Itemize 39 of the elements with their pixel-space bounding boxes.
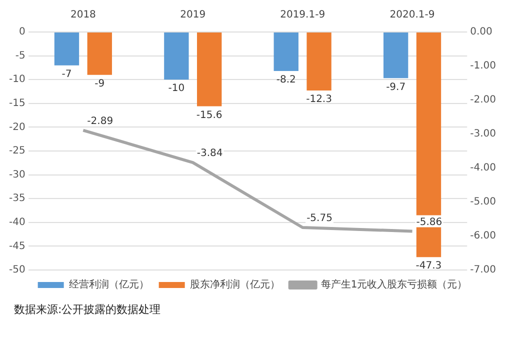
y-tick-label: 0 [18, 26, 26, 38]
y2-tick-label: -2.00 [470, 94, 496, 106]
y-tick-label: -15 [8, 98, 26, 109]
x-tick-label: 2019.1-9 [280, 10, 326, 21]
data-label: -12.3 [306, 94, 332, 106]
y2-tick-label: 0.00 [470, 26, 492, 38]
legend-label: 每产生1元收入股东亏损额（元） [320, 278, 468, 291]
x-tick-label: 2020.1-9 [390, 10, 435, 21]
data-label: -7 [62, 68, 72, 80]
y2-tick-label: -3.00 [470, 128, 496, 140]
data-label: -47.3 [416, 260, 442, 272]
x-tick-label: 2019 [180, 10, 206, 21]
data-label: -9.7 [386, 82, 406, 93]
y-tick-label: -20 [8, 122, 26, 133]
y2-tick-label: -6.00 [470, 230, 496, 242]
y-tick-label: -40 [8, 216, 26, 228]
source-note: 数据来源:公开披露的数据处理 [13, 302, 162, 318]
data-label: -3.84 [196, 148, 223, 160]
y2-tick-label: -7.00 [470, 264, 496, 276]
y-tick-label: -30 [8, 169, 26, 180]
y2-tick-label: -4.00 [470, 162, 496, 174]
y-tick-label: -5 [15, 50, 26, 62]
legend-label: 股东净利润（亿元） [190, 278, 280, 291]
data-label: -5.86 [416, 216, 442, 228]
y-tick-label: -45 [8, 240, 26, 252]
y-tick-label: -10 [8, 74, 26, 86]
legend-label: 经营利润（亿元） [68, 278, 149, 291]
y-tick-label: -50 [8, 264, 26, 276]
data-label: -10 [168, 83, 185, 94]
y2-tick-label: -5.00 [470, 196, 496, 208]
y-tick-label: -35 [8, 193, 26, 204]
y2-tick-label: -1.00 [470, 60, 496, 72]
y-tick-label: -25 [8, 146, 26, 157]
data-label: -9 [94, 78, 105, 90]
data-label: -5.75 [306, 213, 332, 224]
data-label: -2.89 [87, 116, 114, 127]
x-tick-label: 2018 [70, 10, 96, 21]
data-label: -15.6 [196, 110, 222, 121]
data-label: -8.2 [276, 74, 296, 86]
